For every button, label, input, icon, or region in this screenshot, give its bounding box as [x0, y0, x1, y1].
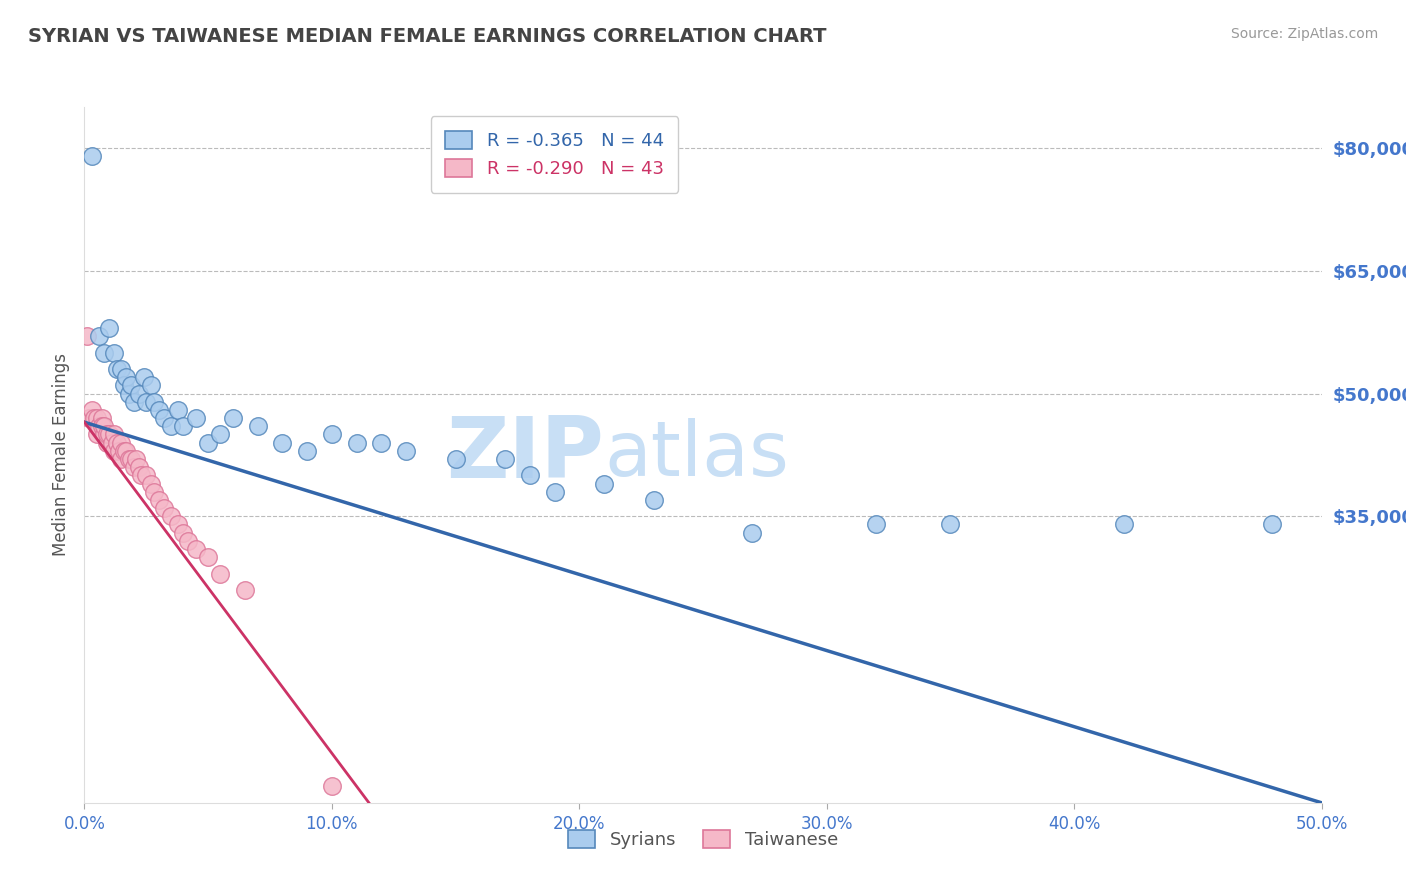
Point: [100, 435, 122, 450]
Point: [122, 460, 145, 475]
Point: [172, 419, 194, 434]
Point: [112, 443, 135, 458]
Point: [519, 468, 541, 483]
Point: [184, 542, 207, 557]
Point: [115, 370, 138, 384]
Point: [271, 435, 294, 450]
Point: [643, 492, 665, 507]
Legend: Syrians, Taiwanese: Syrians, Taiwanese: [554, 815, 852, 863]
Point: [135, 394, 157, 409]
Point: [110, 452, 132, 467]
Point: [89, 329, 111, 343]
Point: [865, 517, 887, 532]
Point: [141, 378, 163, 392]
Point: [135, 468, 157, 483]
Point: [741, 525, 763, 540]
Point: [184, 411, 207, 425]
Point: [494, 452, 516, 467]
Point: [132, 370, 155, 384]
Y-axis label: Median Female Earnings: Median Female Earnings: [52, 353, 70, 557]
Point: [1112, 517, 1135, 532]
Point: [86, 411, 108, 425]
Point: [103, 427, 125, 442]
Point: [110, 362, 132, 376]
Text: SYRIAN VS TAIWANESE MEDIAN FEMALE EARNINGS CORRELATION CHART: SYRIAN VS TAIWANESE MEDIAN FEMALE EARNIN…: [28, 27, 827, 45]
Point: [152, 501, 174, 516]
Point: [112, 378, 135, 392]
Point: [125, 452, 148, 467]
Point: [222, 411, 245, 425]
Point: [197, 550, 219, 565]
Point: [141, 476, 163, 491]
Point: [122, 394, 145, 409]
Point: [197, 435, 219, 450]
Point: [152, 411, 174, 425]
Point: [80, 403, 103, 417]
Point: [209, 427, 232, 442]
Point: [90, 411, 112, 425]
Point: [118, 386, 141, 401]
Point: [177, 533, 200, 548]
Point: [142, 394, 165, 409]
Point: [321, 427, 343, 442]
Point: [160, 419, 183, 434]
Point: [321, 780, 343, 794]
Point: [129, 468, 152, 483]
Point: [295, 443, 318, 458]
Point: [98, 321, 121, 335]
Point: [160, 509, 183, 524]
Point: [93, 419, 115, 434]
Point: [103, 443, 125, 458]
Text: ZIP: ZIP: [446, 413, 605, 497]
Point: [120, 452, 142, 467]
Point: [128, 460, 150, 475]
Text: Source: ZipAtlas.com: Source: ZipAtlas.com: [1230, 27, 1378, 41]
Point: [939, 517, 962, 532]
Point: [115, 443, 138, 458]
Point: [128, 386, 150, 401]
Point: [233, 582, 256, 597]
Point: [346, 435, 368, 450]
Point: [110, 435, 132, 450]
Point: [80, 149, 103, 163]
Point: [96, 427, 118, 442]
Point: [90, 419, 112, 434]
Point: [83, 411, 105, 425]
Point: [370, 435, 392, 450]
Point: [93, 345, 115, 359]
Point: [89, 419, 111, 434]
Point: [246, 419, 269, 434]
Point: [76, 329, 98, 343]
Point: [148, 403, 170, 417]
Point: [167, 403, 190, 417]
Point: [105, 362, 128, 376]
Point: [142, 484, 165, 499]
Point: [444, 452, 467, 467]
Point: [395, 443, 418, 458]
Point: [120, 378, 142, 392]
Point: [103, 345, 125, 359]
Point: [543, 484, 565, 499]
Point: [1261, 517, 1284, 532]
Point: [105, 435, 128, 450]
Point: [172, 525, 194, 540]
Point: [93, 427, 115, 442]
Point: [593, 476, 616, 491]
Point: [148, 492, 170, 507]
Point: [86, 427, 108, 442]
Point: [98, 427, 121, 442]
Point: [118, 452, 141, 467]
Point: [209, 566, 232, 581]
Point: [108, 443, 131, 458]
Point: [96, 435, 118, 450]
Point: [167, 517, 190, 532]
Text: atlas: atlas: [605, 418, 789, 491]
Point: [79, 411, 101, 425]
